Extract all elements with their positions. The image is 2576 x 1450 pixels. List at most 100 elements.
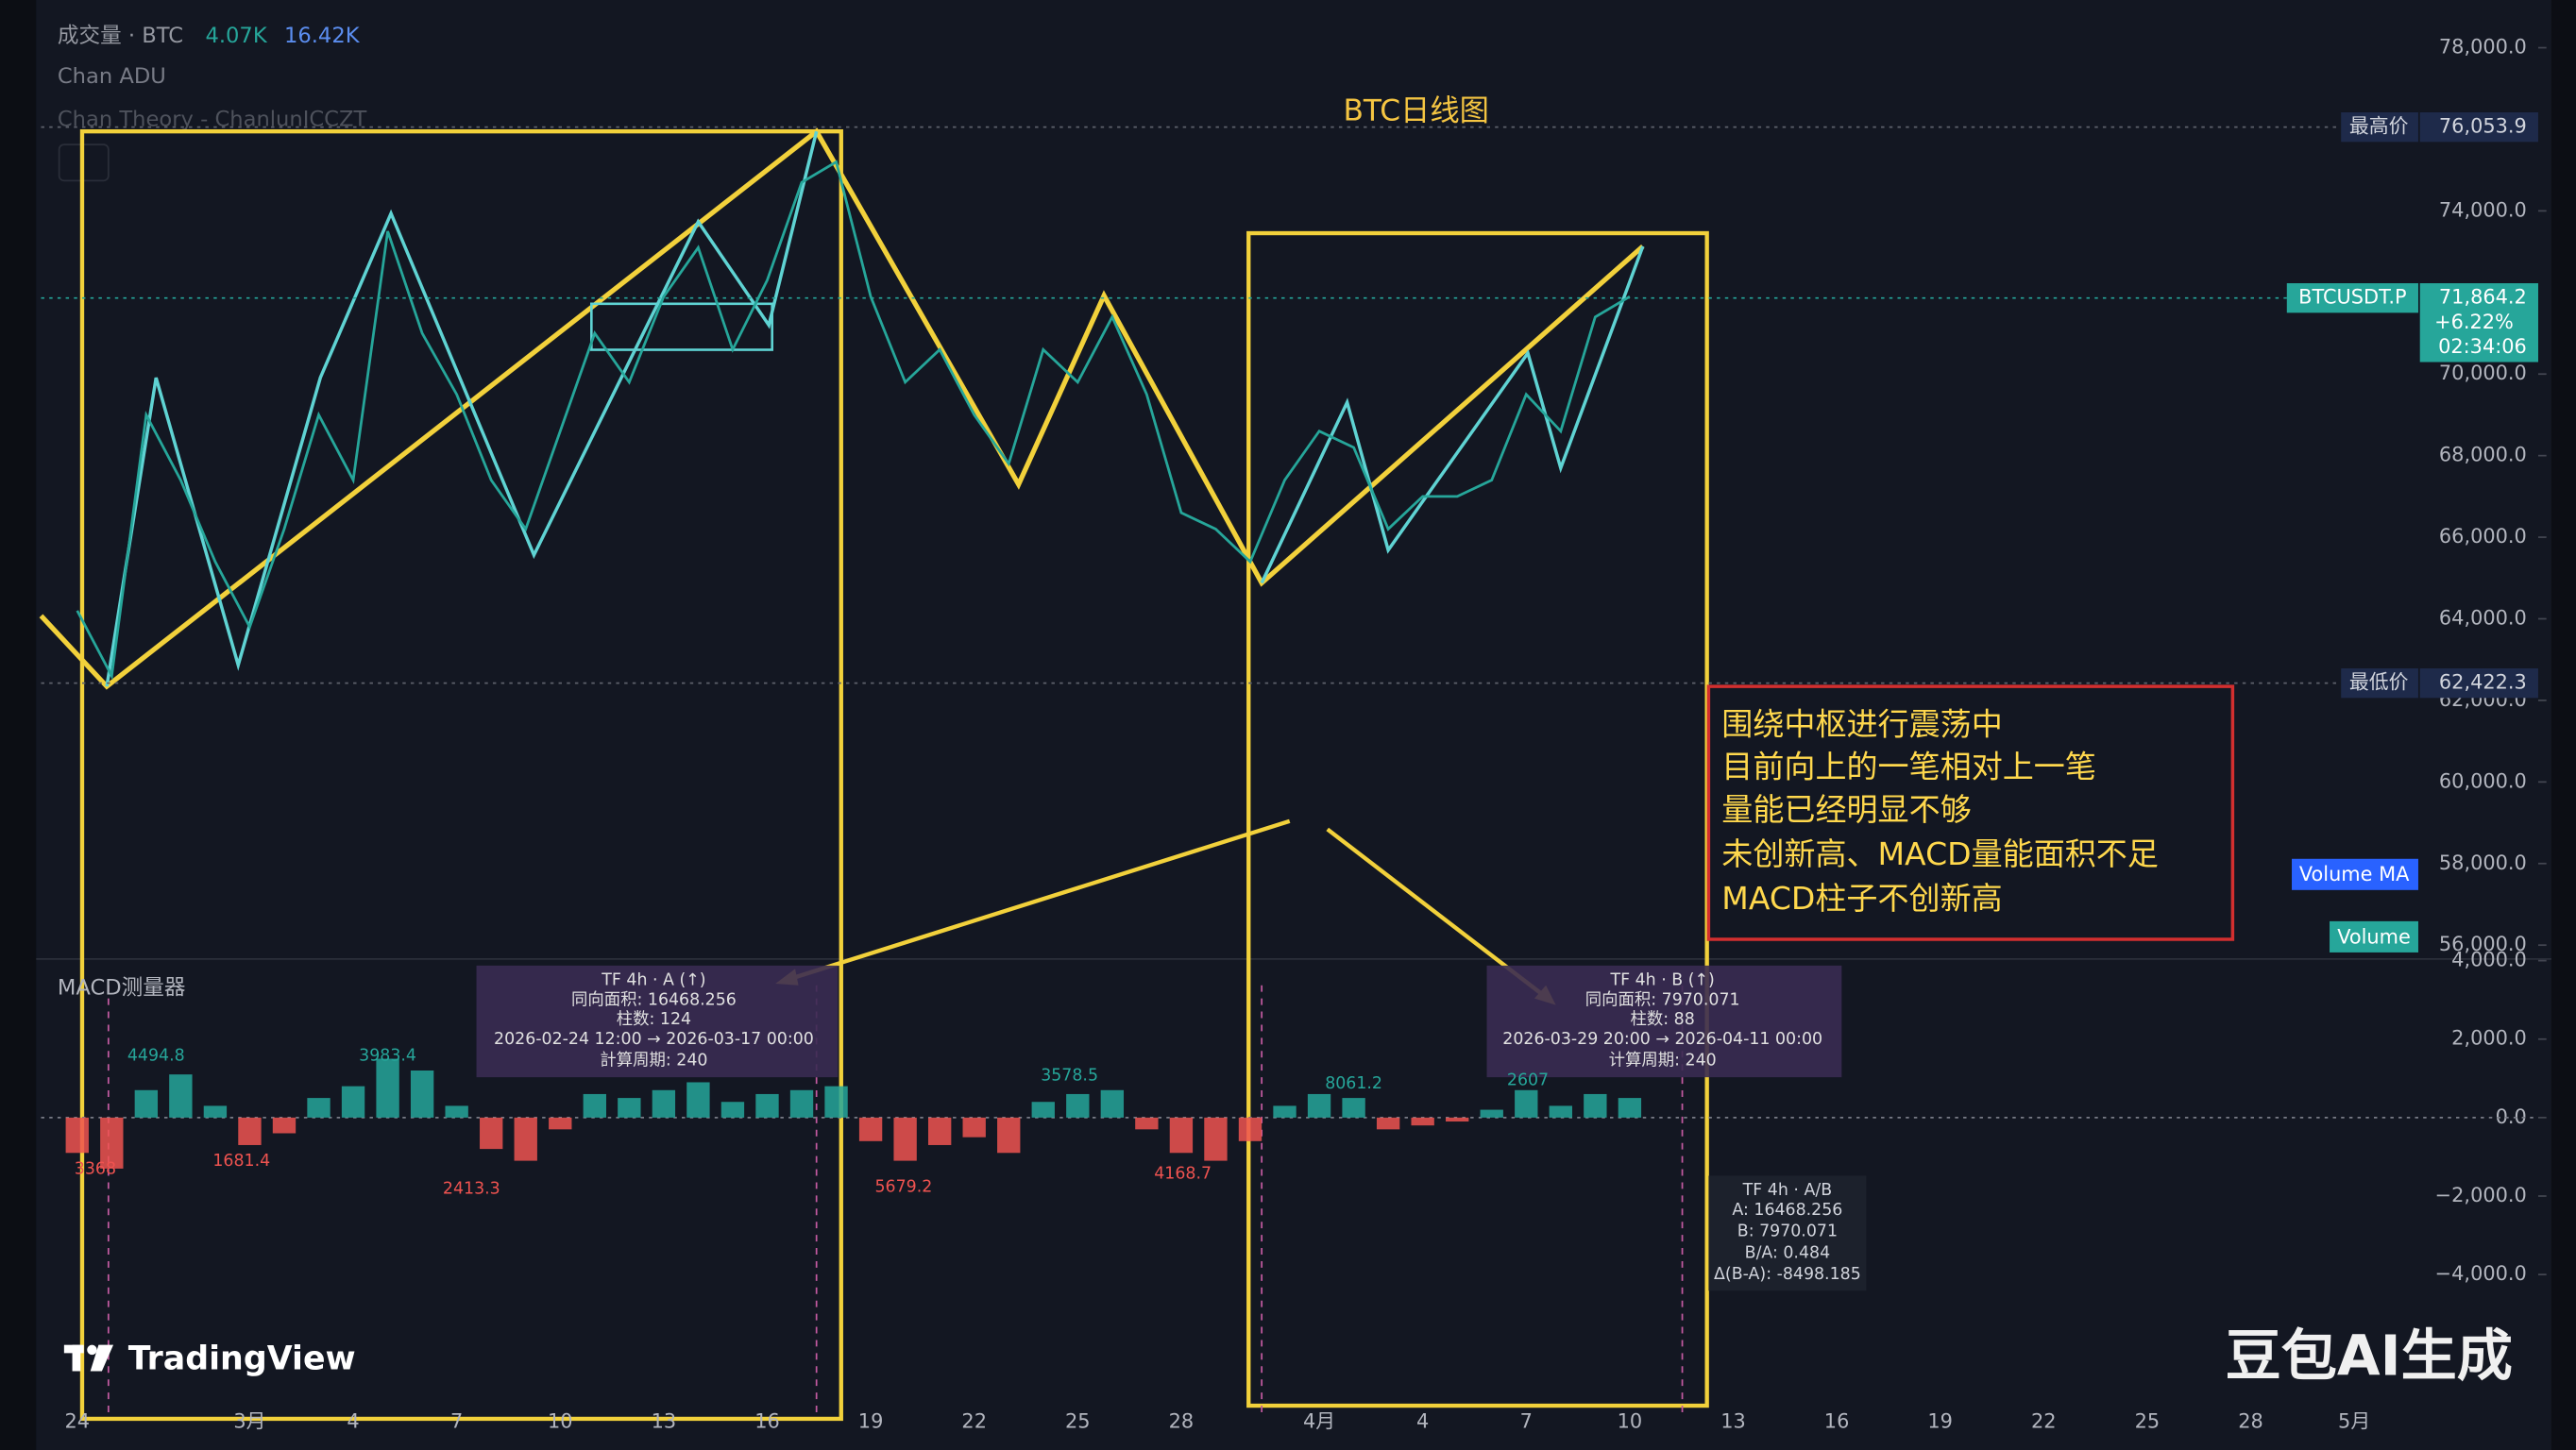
logo-part	[72, 1344, 81, 1372]
price-line	[76, 160, 1631, 681]
highlight-box	[79, 128, 843, 1422]
macd-bar	[1204, 1117, 1228, 1161]
measure-a: TF 4h · A (↑) 同向面积: 16468.256 柱数: 124 20…	[494, 970, 814, 1070]
level-label: 最高价	[2349, 115, 2409, 138]
toolbar	[0, 0, 37, 1450]
macd-bar	[549, 1117, 572, 1130]
macd-bar	[480, 1117, 503, 1150]
macd-bar	[927, 1117, 952, 1145]
measure-line: 計算周期: 240	[600, 1052, 707, 1071]
y-tick-label: 58,000.0	[2439, 851, 2527, 874]
macd-bar	[1446, 1117, 1469, 1122]
annotation: 围绕中枢进行震荡中 目前向上的一笔相对上一笔 量能已经明显不够 未创新高、MAC…	[1721, 705, 2159, 916]
level-tag	[2341, 111, 2418, 143]
macd-bar	[100, 1117, 124, 1169]
macd-bar	[652, 1089, 676, 1118]
y-tick-label: 66,000.0	[2439, 525, 2527, 548]
price-tag	[2419, 283, 2538, 362]
area-label: 4168.7	[1154, 1165, 1212, 1184]
measure-box	[1486, 965, 1842, 1078]
y-tick-label: 64,000.0	[2439, 606, 2527, 629]
macd-bar	[1238, 1117, 1263, 1141]
x-tick-label: 28	[2238, 1409, 2263, 1432]
area-label: 1681.4	[212, 1152, 270, 1171]
measure-line: 同向面积: 7970.071	[1585, 990, 1740, 1009]
macd-bar	[1549, 1105, 1572, 1118]
y-tick-label: 78,000.0	[2439, 36, 2527, 59]
symbol-name: BTCUSDT.P	[2298, 286, 2406, 309]
macd-bar	[1307, 1093, 1331, 1118]
x-tick-label: 19	[858, 1409, 884, 1432]
level-tag	[2341, 668, 2418, 699]
measure-line: TF 4h · A (↑)	[601, 970, 705, 989]
x-tick-label: 28	[1169, 1409, 1195, 1432]
macd-bar	[583, 1093, 606, 1118]
x-tick-label: 7	[450, 1409, 463, 1432]
macd-bar	[1515, 1089, 1538, 1118]
legend-tag	[2330, 920, 2418, 953]
x-tick-label: 5月	[2338, 1409, 2370, 1432]
macd-bar	[272, 1117, 297, 1134]
level-value: 62,422.3	[2439, 671, 2527, 694]
volume-label: 成交量 · BTC	[58, 24, 183, 48]
x-tick-label: 4	[347, 1409, 359, 1432]
measure-line: 柱数: 124	[617, 1010, 691, 1029]
x-tick-label: 13	[1720, 1409, 1746, 1432]
legend-entry: Volume MA	[2299, 863, 2410, 885]
countdown: 02:34:06	[2438, 335, 2527, 358]
y-tick-label: 70,000.0	[2439, 362, 2527, 384]
area-label: 8061.2	[1325, 1074, 1382, 1093]
pane-title: MACD测量器	[58, 976, 186, 1001]
chart-title: BTC日线图	[1343, 93, 1489, 127]
macd-bar	[1584, 1093, 1607, 1118]
macd-bar	[65, 1117, 89, 1154]
macd-bar	[720, 1102, 745, 1118]
pivot-box	[590, 302, 774, 351]
macd-bar	[410, 1071, 434, 1118]
area-label: 5679.2	[874, 1178, 932, 1197]
x-tick-label: 10	[1618, 1409, 1643, 1432]
macd-bar	[169, 1074, 193, 1118]
x-tick-label: 4	[1416, 1409, 1429, 1432]
indicator-name: Chan ADU	[58, 64, 166, 89]
y-tick-label: 0.0	[2496, 1105, 2527, 1128]
macd-bar	[1066, 1093, 1090, 1118]
macd-bar	[618, 1098, 641, 1118]
macd-bar	[1480, 1109, 1503, 1118]
area-label: 3983.4	[359, 1047, 416, 1066]
x-tick-label: 10	[548, 1409, 573, 1432]
logo-part	[90, 1344, 114, 1372]
macd-bar	[1342, 1098, 1365, 1118]
measure-line: 2026-02-24 12:00 → 2026-03-17 00:00	[494, 1030, 814, 1049]
macd-bar	[858, 1117, 883, 1141]
annotation-line: 目前向上的一笔相对上一笔	[1721, 749, 2096, 785]
x-tick-label: 19	[1927, 1409, 1953, 1432]
annotation-line: MACD柱子不创新高	[1721, 880, 2002, 917]
macd-bar	[1135, 1117, 1159, 1130]
last-price: 71,864.2	[2439, 286, 2527, 309]
y-tick-label: 60,000.0	[2439, 769, 2527, 792]
macd-bar	[445, 1105, 468, 1118]
y-tick-label: 4,000.0	[2451, 949, 2527, 971]
area-label: 3578.5	[1041, 1066, 1098, 1085]
macd-bar	[341, 1086, 365, 1118]
y-tick-label: −2,000.0	[2435, 1184, 2527, 1206]
area-label: 2607	[1507, 1071, 1549, 1090]
watermark: 豆包AI生成	[2226, 1323, 2513, 1388]
measure-line: 计算周期: 240	[1609, 1052, 1717, 1071]
macd-bar	[1618, 1098, 1642, 1118]
x-tick-label: 13	[652, 1409, 677, 1432]
area-label: 3368	[75, 1160, 116, 1179]
level-value: 76,053.9	[2439, 115, 2527, 138]
summary-line: B/A: 0.484	[1745, 1243, 1830, 1262]
x-tick-label: 22	[2031, 1409, 2057, 1432]
annotation-line: 未创新高、MACD量能面积不足	[1721, 835, 2159, 872]
drawings	[39, 127, 1709, 1422]
macd-bar	[1411, 1117, 1434, 1126]
macd-bar	[893, 1117, 917, 1161]
macd-bar	[755, 1093, 779, 1118]
annotation-box	[1706, 684, 2235, 941]
area-label: 4494.8	[127, 1047, 185, 1066]
